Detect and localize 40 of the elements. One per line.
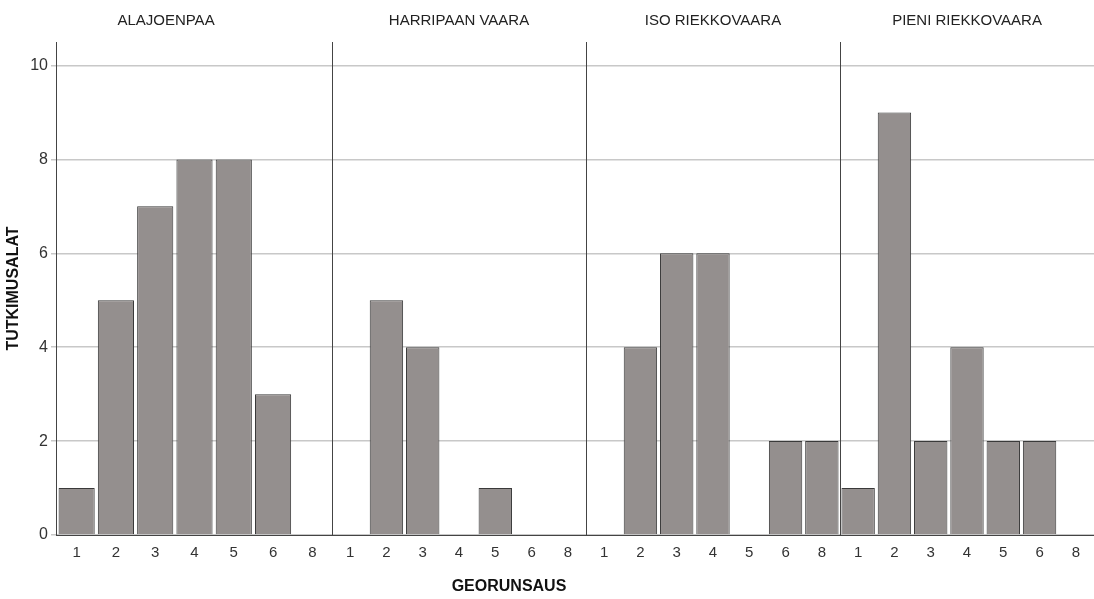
chart-title: ISO RIEKKOVAARA [644,11,782,29]
x-tick-label: 1 [599,543,609,561]
chart-title: ALAJOENPAA [117,11,215,29]
x-tick-label: 1 [853,543,863,561]
x-tick-label: 2 [636,543,645,561]
y-tick-label: 6 [39,243,49,261]
x-axis-title: GEORUNSAUS [450,577,568,595]
x-tick-label: 1 [72,543,81,561]
x-tick-label: 3 [151,543,160,561]
x-tick-label: 6 [268,543,278,561]
y-tick-label: 10 [30,55,49,73]
x-tick-label: 8 [308,543,317,561]
x-tick-label: 8 [1071,543,1081,561]
x-tick-label: 5 [229,543,238,561]
x-tick-label: 5 [491,543,500,561]
x-tick-label: 6 [781,543,790,561]
x-tick-label: 3 [672,543,681,561]
x-tick-label: 3 [418,543,427,561]
x-tick-label: 5 [745,543,754,561]
x-tick-label: 4 [454,543,464,561]
x-tick-label: 8 [817,543,827,561]
chart-title: HARRIPAAN VAARA [388,11,530,29]
chart-title: PIENI RIEKKOVAARA [892,11,1042,29]
y-tick-label: 8 [39,149,49,167]
y-axis-title: TUTKIMUSALAT [4,226,22,351]
y-tick-label: 0 [39,525,49,543]
x-tick-label: 2 [890,543,899,561]
x-tick-label: 4 [962,543,972,561]
x-tick-label: 2 [111,543,121,561]
y-tick-label: 2 [39,431,49,449]
y-tick-label: 4 [39,337,49,355]
x-tick-label: 1 [345,543,355,561]
x-tick-label: 4 [190,543,199,561]
x-tick-label: 5 [999,543,1008,561]
x-tick-label: 6 [527,543,536,561]
x-tick-label: 4 [708,543,718,561]
x-tick-label: 6 [1035,543,1044,561]
x-tick-label: 3 [926,543,935,561]
x-tick-label: 2 [382,543,391,561]
x-tick-label: 8 [563,543,573,561]
